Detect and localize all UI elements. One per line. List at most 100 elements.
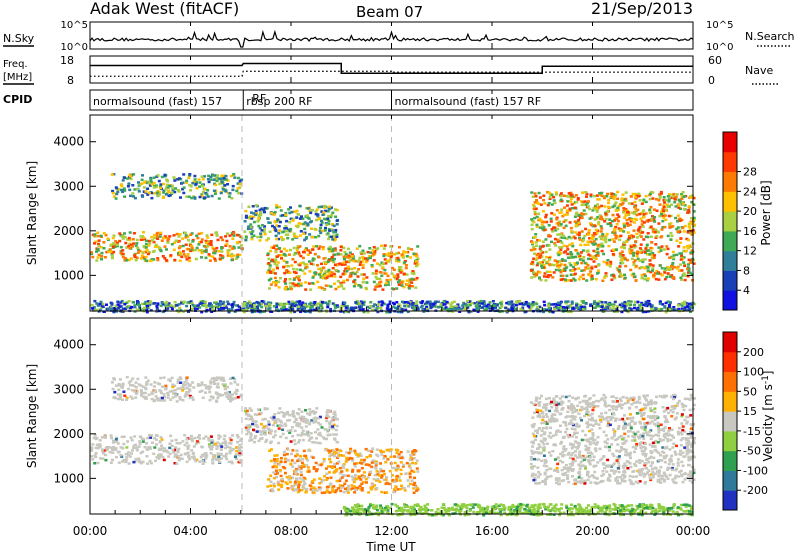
echo-cell [222, 455, 226, 458]
echo-cell [594, 228, 598, 232]
echo-cell [353, 278, 357, 282]
echo-cell [212, 189, 216, 192]
echo-cell [291, 434, 295, 438]
echo-cell [359, 286, 363, 289]
echo-cell [466, 306, 470, 309]
echo-cell [190, 438, 194, 441]
echo-cell [141, 460, 145, 464]
echo-cell [629, 308, 633, 311]
echo-cell [623, 273, 627, 277]
echo-cell [183, 443, 187, 447]
echo-cell [303, 272, 307, 275]
echo-cell [198, 240, 201, 244]
echo-cell [200, 175, 204, 178]
echo-cell [283, 253, 287, 257]
echo-cell [569, 279, 573, 282]
echo-cell [319, 434, 323, 437]
echo-cell [93, 299, 97, 303]
echo-cell [369, 256, 372, 260]
echo-cell [294, 271, 298, 275]
echo-cell [620, 197, 624, 200]
echo-cell [181, 310, 185, 313]
figure-title: Adak West (fitACF) [90, 0, 239, 18]
echo-cell [596, 216, 600, 219]
echo-cell [561, 214, 565, 218]
echo-cell [648, 264, 652, 268]
echo-cell [609, 260, 613, 264]
echo-cell [110, 253, 114, 256]
echo-cell [233, 381, 237, 384]
echo-cell [117, 306, 121, 310]
echo-cell [286, 419, 289, 422]
echo-cell [173, 389, 177, 392]
echo-cell [176, 240, 180, 243]
echo-cell [116, 303, 120, 306]
echo-cell [226, 391, 230, 394]
echo-cell [533, 247, 537, 251]
echo-cell [132, 242, 136, 245]
echo-cell [298, 234, 302, 237]
echo-cell [189, 307, 193, 311]
echo-cell [578, 258, 582, 261]
echo-cell [274, 305, 278, 308]
echo-cell [329, 285, 333, 288]
echo-cell [324, 448, 328, 452]
echo-cell [381, 266, 385, 269]
echo-cell [659, 247, 663, 250]
echo-cell [215, 400, 219, 403]
echo-cell [638, 304, 642, 307]
echo-cell [240, 437, 244, 441]
echo-cell [304, 425, 308, 428]
echo-cell [383, 244, 387, 247]
echo-cell [648, 197, 652, 201]
echo-cell [254, 213, 258, 217]
echo-cell [109, 461, 113, 464]
cpid-segment-label: rbsp 200 RF [246, 95, 312, 108]
echo-cell [332, 471, 336, 474]
echo-cell [161, 255, 165, 258]
echo-cell [682, 195, 686, 199]
echo-cell [578, 236, 581, 240]
echo-cell [439, 303, 443, 306]
echo-cell [288, 431, 292, 434]
echo-cell [304, 457, 308, 460]
echo-cell [350, 258, 354, 262]
echo-cell [245, 412, 249, 415]
echo-cell [311, 481, 315, 484]
echo-cell [150, 258, 154, 261]
echo-cell [601, 234, 605, 238]
echo-cell [299, 467, 303, 470]
echo-cell [350, 306, 353, 309]
echo-cell [330, 486, 334, 489]
echo-cell [644, 274, 647, 278]
echo-cell [644, 302, 648, 306]
echo-cell [220, 174, 224, 178]
echo-cell [372, 477, 376, 481]
echo-cell [636, 229, 640, 232]
echo-cell [412, 306, 416, 309]
echo-cell [114, 308, 118, 311]
echo-cell [138, 249, 142, 253]
echo-cell [145, 259, 149, 263]
echo-cell [581, 200, 585, 204]
echo-cell [635, 213, 639, 217]
echo-cell [267, 262, 271, 265]
echo-cell [657, 308, 661, 311]
echo-cell [572, 195, 576, 199]
echo-cell [334, 417, 338, 421]
echo-cell [193, 436, 197, 440]
power-tick-label: 20 [743, 205, 757, 218]
echo-cell [141, 255, 145, 259]
echo-cell [565, 194, 569, 198]
echo-cell [114, 240, 118, 243]
echo-cell [594, 242, 597, 246]
echo-cell [542, 264, 546, 267]
echo-cell [275, 454, 279, 457]
echo-cell [307, 260, 311, 263]
echo-cell [224, 244, 228, 247]
echo-cell [300, 415, 304, 418]
echo-cell [211, 246, 215, 249]
echo-cell [682, 230, 686, 233]
echo-cell [197, 249, 201, 252]
echo-cell [323, 491, 327, 494]
